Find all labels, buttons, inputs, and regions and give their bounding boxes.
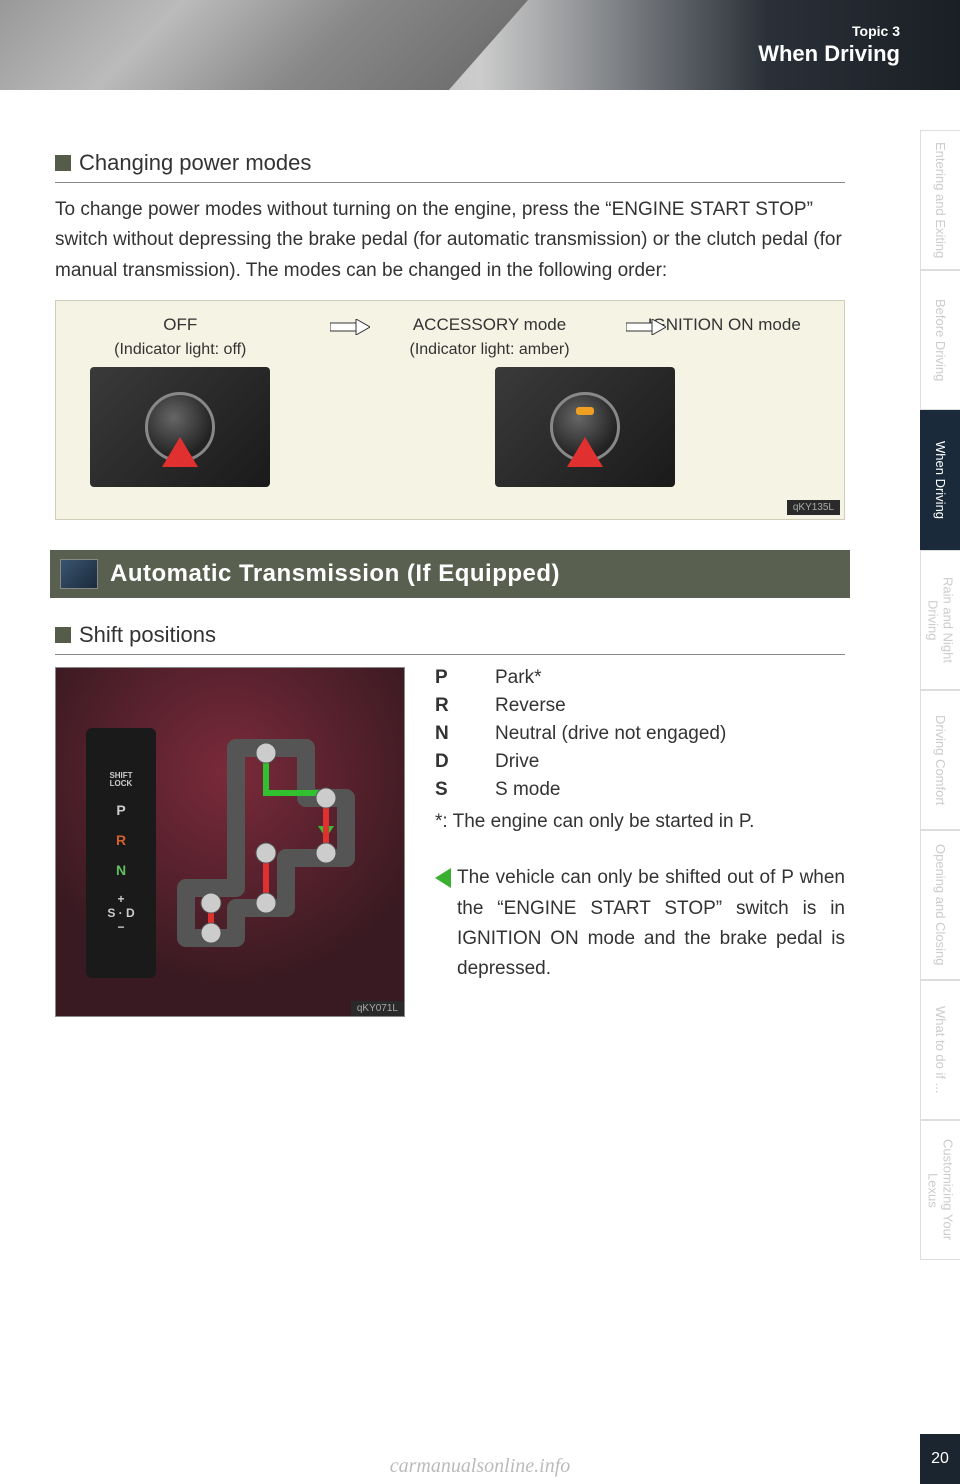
- subheading-text: Shift positions: [79, 622, 216, 648]
- panel-r: R: [86, 832, 156, 848]
- def-desc: Neutral (drive not engaged): [495, 723, 726, 745]
- topic-title: When Driving: [758, 41, 900, 67]
- shift-definitions: P Park* R Reverse N Neutral (drive not e…: [435, 667, 845, 1017]
- panel-p: P: [86, 802, 156, 818]
- def-row: S S mode: [435, 779, 845, 801]
- shift-lock-label: SHIFTLOCK: [86, 772, 156, 788]
- panel-sd: +S · D−: [86, 892, 156, 934]
- arrow-right-icon: [626, 319, 666, 335]
- green-arrow-icon: [435, 868, 451, 888]
- header-text-block: Topic 3 When Driving: [758, 23, 900, 67]
- subheading-changing-power-modes: Changing power modes: [55, 150, 845, 183]
- tab-entering-exiting[interactable]: Entering and Exiting: [920, 130, 960, 270]
- def-letter: S: [435, 779, 495, 801]
- def-desc: S mode: [495, 779, 560, 801]
- page-number: 20: [920, 1434, 960, 1484]
- mode-off-label: OFF: [76, 315, 285, 335]
- power-mode-diagram: OFF (Indicator light: off) ACCESSORY mod…: [55, 300, 845, 520]
- topic-label: Topic 3: [758, 23, 900, 39]
- shift-note-text: The vehicle can only be shifted out of P…: [457, 863, 845, 985]
- def-row: D Drive: [435, 751, 845, 773]
- page-content: Changing power modes To change power mod…: [0, 90, 900, 1017]
- shift-positions-row: SHIFTLOCK P R N +S · D− qKY071L: [55, 667, 845, 1017]
- mode-accessory-label: ACCESSORY mode: [375, 315, 605, 335]
- mode-off-indicator: (Indicator light: off): [76, 341, 285, 359]
- tab-rain-night[interactable]: Rain and Night Driving: [920, 550, 960, 690]
- page-header: Topic 3 When Driving: [0, 0, 960, 90]
- engine-button-photo-amber: [495, 367, 675, 487]
- def-letter: D: [435, 751, 495, 773]
- engine-start-stop-amber-icon: [550, 392, 620, 462]
- shift-gate-diagram: [176, 738, 356, 968]
- mode-accessory-column: ACCESSORY mode (Indicator light: amber): [375, 315, 605, 505]
- tab-when-driving[interactable]: When Driving: [920, 410, 960, 550]
- tab-before-driving[interactable]: Before Driving: [920, 270, 960, 410]
- arrow-right-icon: [330, 319, 370, 335]
- square-bullet-icon: [55, 155, 71, 171]
- def-letter: P: [435, 667, 495, 689]
- tab-opening-closing[interactable]: Opening and Closing: [920, 830, 960, 980]
- subheading-text: Changing power modes: [79, 150, 311, 176]
- def-row: P Park*: [435, 667, 845, 689]
- def-letter: R: [435, 695, 495, 717]
- shift-note-block: The vehicle can only be shifted out of P…: [435, 863, 845, 985]
- mode-amber-indicator: (Indicator light: amber): [375, 341, 605, 359]
- def-row: R Reverse: [435, 695, 845, 717]
- engine-start-stop-icon: [145, 392, 215, 462]
- def-desc: Park*: [495, 667, 541, 689]
- shift-footnote: *: The engine can only be started in P.: [435, 811, 845, 833]
- watermark-text: carmanualsonline.info: [390, 1455, 571, 1478]
- shifter-indicator-panel: SHIFTLOCK P R N +S · D−: [86, 728, 156, 978]
- square-bullet-icon: [55, 627, 71, 643]
- diagram-code-label: qKY135L: [787, 500, 840, 515]
- header-dashboard-photo: [0, 0, 528, 90]
- subheading-shift-positions: Shift positions: [55, 622, 845, 655]
- def-desc: Drive: [495, 751, 539, 773]
- mode-off-column: OFF (Indicator light: off): [76, 315, 285, 505]
- tab-customizing[interactable]: Customizing Your Lexus: [920, 1120, 960, 1260]
- power-modes-paragraph: To change power modes without turning on…: [55, 195, 845, 286]
- shifter-image-code: qKY071L: [351, 1001, 404, 1016]
- section-bar-title: Automatic Transmission (If Equipped): [110, 560, 560, 587]
- def-desc: Reverse: [495, 695, 566, 717]
- side-tab-strip: Entering and Exiting Before Driving When…: [920, 130, 960, 1484]
- section-bar-automatic-transmission: Automatic Transmission (If Equipped): [50, 550, 850, 598]
- panel-n: N: [86, 862, 156, 878]
- def-row: N Neutral (drive not engaged): [435, 723, 845, 745]
- shifter-photo: SHIFTLOCK P R N +S · D− qKY071L: [55, 667, 405, 1017]
- def-letter: N: [435, 723, 495, 745]
- engine-button-photo-off: [90, 367, 270, 487]
- tab-driving-comfort[interactable]: Driving Comfort: [920, 690, 960, 830]
- tab-what-to-do[interactable]: What to do if ...: [920, 980, 960, 1120]
